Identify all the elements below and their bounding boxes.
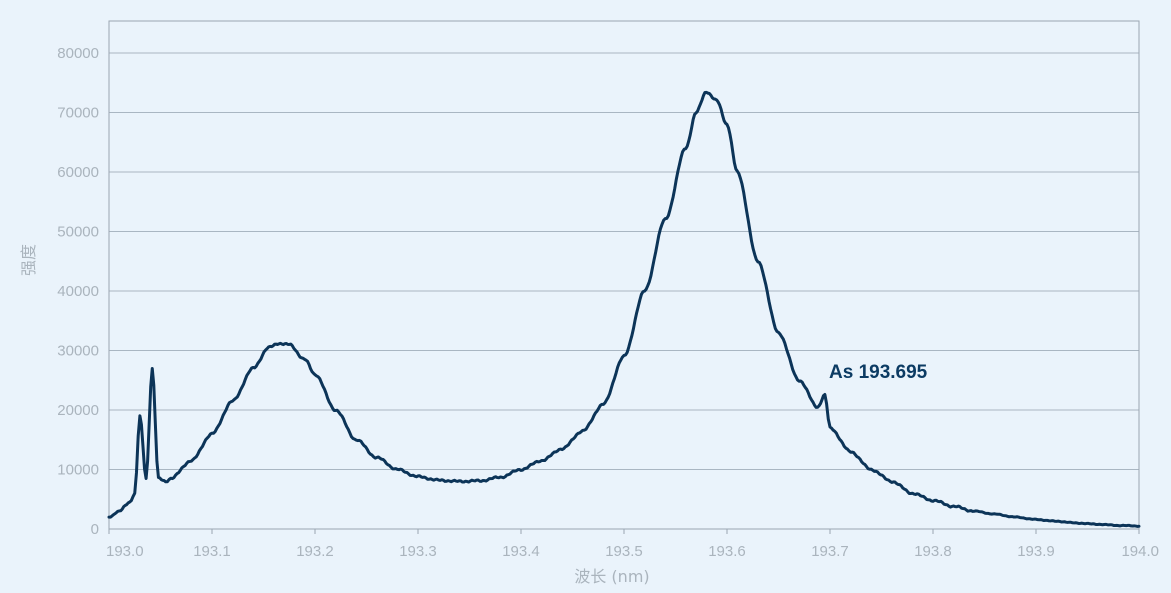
x-tick-label: 193.4 xyxy=(502,543,540,560)
x-tick-label: 193.8 xyxy=(914,543,952,560)
y-tick-label: 0 xyxy=(91,521,99,538)
y-tick-label: 70000 xyxy=(57,105,99,122)
x-tick-label: 193.5 xyxy=(605,543,643,560)
x-tick-label: 193.7 xyxy=(811,543,849,560)
y-tick-label: 20000 xyxy=(57,402,99,419)
y-tick-label: 50000 xyxy=(57,224,99,241)
spectrum-line xyxy=(107,90,1141,528)
x-tick-label: 193.6 xyxy=(708,543,746,560)
x-tick-label: 193.3 xyxy=(399,543,437,560)
y-tick-label: 80000 xyxy=(57,45,99,62)
y-axis-label: 强度 xyxy=(19,244,38,276)
x-tick-label: 193.2 xyxy=(296,543,334,560)
x-axis-label: 波长 (nm) xyxy=(574,567,649,586)
x-tick-label: 193.0 xyxy=(106,543,144,560)
y-axis-ticks: 0 10000 20000 30000 40000 50000 60000 70000 8000… xyxy=(57,45,99,538)
x-tick-label: 193.1 xyxy=(193,543,231,560)
y-tick-label: 60000 xyxy=(57,164,99,181)
x-tick-label: 193.9 xyxy=(1017,543,1055,560)
x-tick-label: 194.0 xyxy=(1121,543,1159,560)
y-tick-label: 30000 xyxy=(57,343,99,360)
annotation-as-193-695: As 193.695 xyxy=(829,362,928,383)
grid-lines xyxy=(109,52,1139,470)
plot-frame xyxy=(108,20,1140,530)
y-tick-label: 10000 xyxy=(57,462,99,479)
y-tick-label: 40000 xyxy=(57,283,99,300)
x-axis-ticks: 193.0 193.1 193.2 193.3 193.4 193.5 193.6 193.7… xyxy=(106,529,1159,560)
